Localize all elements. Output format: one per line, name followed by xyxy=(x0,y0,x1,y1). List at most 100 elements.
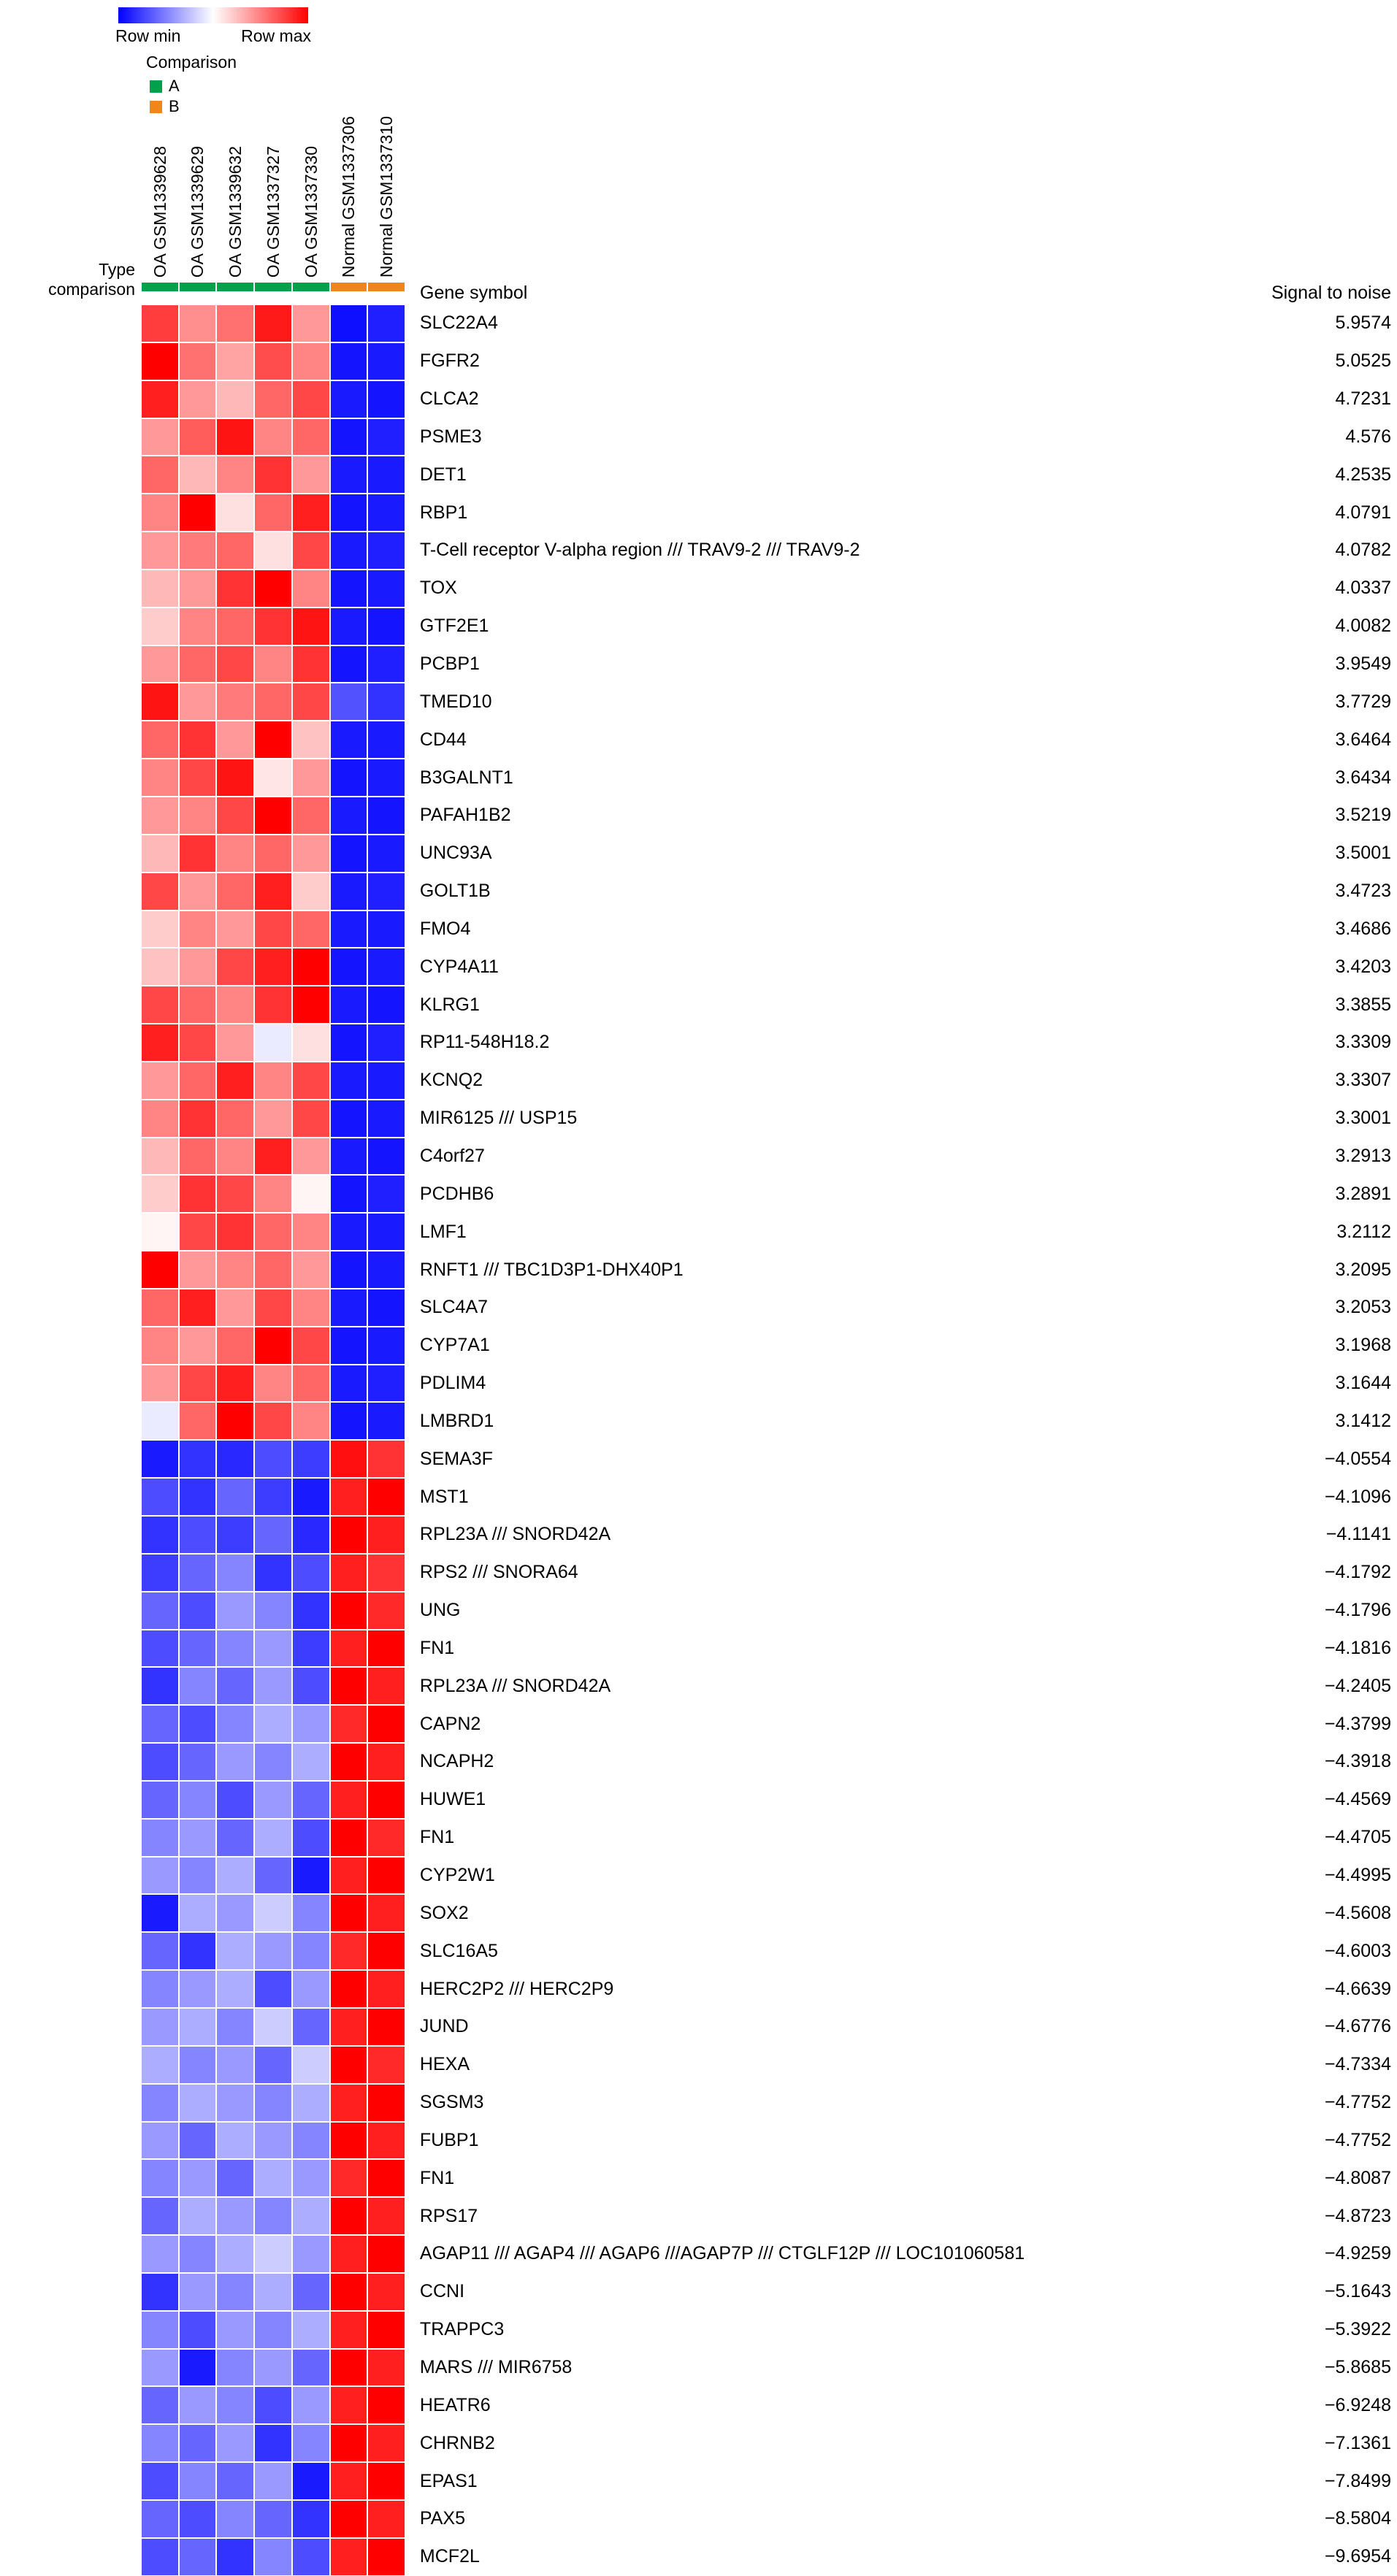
heatmap-cell xyxy=(367,1061,405,1100)
gene-symbol: PSME3 xyxy=(419,426,482,447)
heatmap-cell xyxy=(329,1326,368,1365)
heatmap-cell xyxy=(216,1970,255,2008)
heatmap-cell xyxy=(291,645,330,683)
heatmap-row: C4orf27 3.2913 xyxy=(141,1137,1391,1176)
heatmap-row: TMED10 3.7729 xyxy=(141,683,1391,721)
heatmap-row: RPS2 /// SNORA64 −4.1792 xyxy=(141,1553,1391,1592)
heatmap-cell xyxy=(367,607,405,645)
gene-symbol: FN1 xyxy=(419,1637,455,1658)
heatmap-cell xyxy=(254,1516,292,1554)
heatmap-cell xyxy=(367,834,405,873)
heatmap-cells xyxy=(141,1364,405,1403)
heatmap-cell xyxy=(329,1970,368,2008)
signal-to-noise-value: −4.1796 xyxy=(1324,1600,1391,1621)
heatmap-cells xyxy=(141,2235,405,2273)
heatmap-cell xyxy=(178,796,217,835)
heatmap-cell xyxy=(291,1970,330,2008)
heatmap-cell xyxy=(141,304,179,342)
comparison-cell xyxy=(141,282,179,292)
gene-symbol: RP11-548H18.2 xyxy=(419,1032,550,1053)
heatmap-cells xyxy=(141,1137,405,1176)
heatmap-cell xyxy=(216,1099,255,1138)
heatmap-cell xyxy=(329,1175,368,1214)
heatmap-cell xyxy=(291,1099,330,1138)
heatmap-cell xyxy=(141,1553,179,1592)
sample-id-label: GSM1337327 xyxy=(263,145,283,250)
signal-to-noise-value: 3.2112 xyxy=(1336,1221,1391,1242)
heatmap-cell xyxy=(216,721,255,759)
heatmap-cell xyxy=(216,2272,255,2311)
gene-symbol: FN1 xyxy=(419,1827,455,1848)
heatmap-row: FMO4 3.4686 xyxy=(141,910,1391,948)
signal-to-noise-value: −7.8499 xyxy=(1324,2470,1391,2491)
heatmap-cell xyxy=(367,910,405,948)
signal-to-noise-value: −4.7752 xyxy=(1324,2129,1391,2150)
heatmap-cell xyxy=(216,494,255,532)
heatmap-cell xyxy=(291,796,330,835)
gene-symbol: CAPN2 xyxy=(419,1713,481,1734)
signal-to-noise-value: 4.0782 xyxy=(1335,540,1391,561)
heatmap-cell xyxy=(141,1364,179,1403)
comparison-cell xyxy=(216,282,255,292)
heatmap-cell xyxy=(291,2310,330,2349)
heatmap-cell xyxy=(367,2083,405,2122)
heatmap-cells xyxy=(141,2007,405,2046)
heatmap-cell xyxy=(329,796,368,835)
heatmap-cell xyxy=(367,2537,405,2576)
gene-symbol: HEXA xyxy=(419,2054,470,2075)
heatmap-cell xyxy=(141,342,179,380)
heatmap-cell xyxy=(216,759,255,797)
heatmap-cell xyxy=(254,304,292,342)
heatmap-cell xyxy=(178,2121,217,2160)
heatmap-cell xyxy=(254,1932,292,1971)
heatmap-cells xyxy=(141,2499,405,2538)
heatmap-cell xyxy=(141,1932,179,1971)
heatmap-cell xyxy=(367,1175,405,1214)
heatmap-cell xyxy=(216,2499,255,2538)
heatmap-row: CD44 3.6464 xyxy=(141,721,1391,759)
heatmap-cell xyxy=(291,1024,330,1062)
heatmap-cell xyxy=(254,1629,292,1668)
heatmap-cell xyxy=(254,2235,292,2273)
heatmap-cell xyxy=(254,569,292,607)
heatmap-cell xyxy=(291,834,330,873)
heatmap-cell xyxy=(178,1288,217,1327)
heatmap-cell xyxy=(216,2386,255,2425)
heatmap-cell xyxy=(367,494,405,532)
heatmap-cell xyxy=(141,1326,179,1365)
heatmap-cell xyxy=(178,1402,217,1441)
heatmap-cell xyxy=(291,2348,330,2387)
heatmap-cell xyxy=(367,2045,405,2084)
heatmap-cell xyxy=(141,380,179,418)
heatmap-row: HEXA −4.7334 xyxy=(141,2045,1391,2084)
heatmap-cell xyxy=(367,645,405,683)
heatmap-cell xyxy=(291,1818,330,1857)
heatmap-cell xyxy=(367,2197,405,2236)
sample-type-label: Normal xyxy=(377,223,396,277)
heatmap-cells xyxy=(141,1705,405,1744)
gene-symbol: CD44 xyxy=(419,729,467,750)
heatmap-row: RP11-548H18.2 3.3309 xyxy=(141,1024,1391,1062)
signal-to-noise-value: 3.4686 xyxy=(1335,918,1391,939)
gene-symbol: CHRNB2 xyxy=(419,2432,495,2453)
column-header: GSM1337330 OA xyxy=(292,26,330,277)
heatmap-cell xyxy=(329,2424,368,2463)
heatmap-cell xyxy=(254,1213,292,1251)
sample-id-label: GSM1339629 xyxy=(188,145,207,250)
heatmap-row: TOX 4.0337 xyxy=(141,569,1391,607)
heatmap-cell xyxy=(329,2235,368,2273)
gene-symbol: NCAPH2 xyxy=(419,1751,494,1772)
sample-id-label: GSM1339632 xyxy=(226,145,245,250)
heatmap-cell xyxy=(329,721,368,759)
heatmap-cell xyxy=(216,1478,255,1516)
gene-symbol: FN1 xyxy=(419,2167,455,2188)
heatmap-row: LMF1 3.2112 xyxy=(141,1213,1391,1251)
heatmap-cell xyxy=(216,1516,255,1554)
row-min-label: Row min xyxy=(115,26,181,45)
heatmap-row: PAX5 −8.5804 xyxy=(141,2499,1391,2538)
heatmap-cell xyxy=(178,380,217,418)
heatmap-cell xyxy=(291,1061,330,1100)
heatmap-cells xyxy=(141,683,405,721)
gene-symbol: JUND xyxy=(419,2016,469,2037)
heatmap-cell xyxy=(216,1780,255,1819)
